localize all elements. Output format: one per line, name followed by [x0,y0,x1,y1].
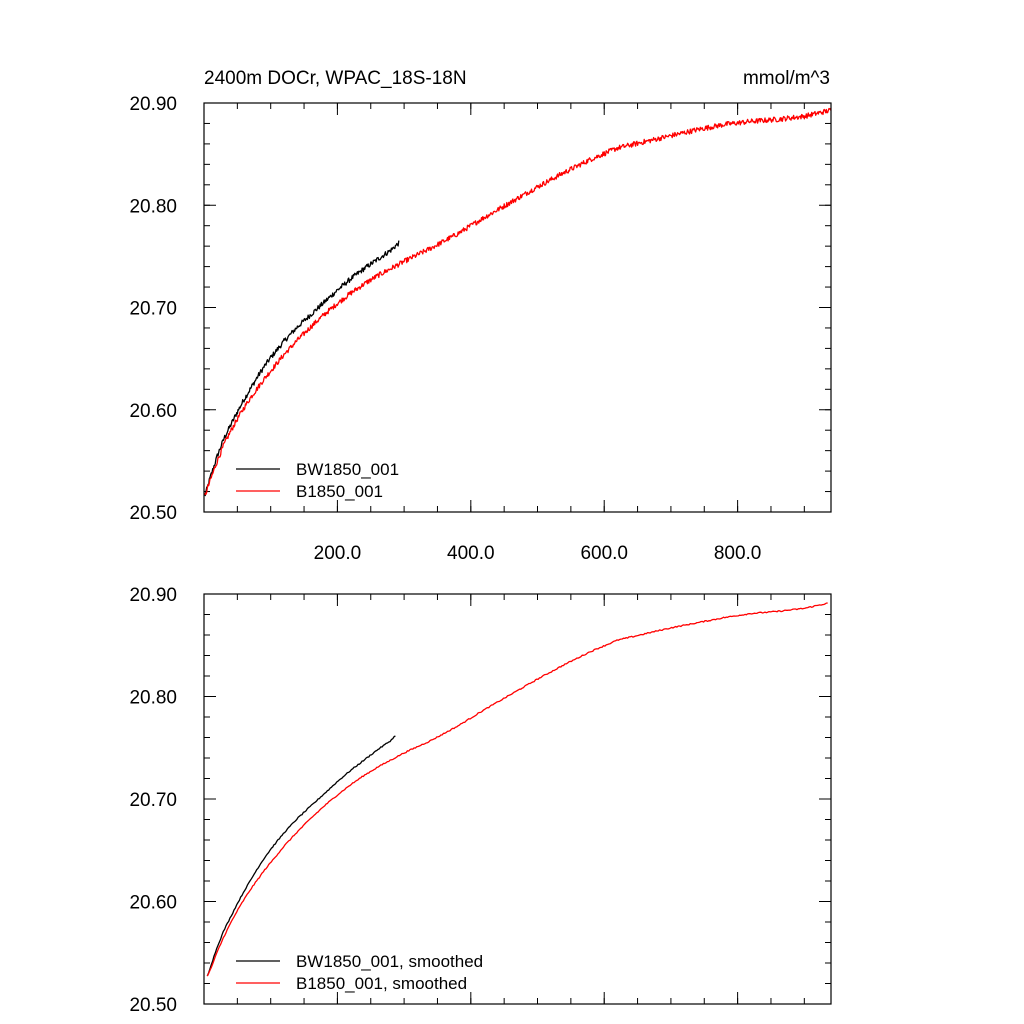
x-ticks-top: 200.0 400.0 600.0 800.0 [236,103,805,564]
y-tick-label: 20.50 [129,503,177,524]
legend-label-b1850: B1850_001 [296,482,383,501]
legend-label-bw1850-smoothed: BW1850_001, smoothed [296,952,483,971]
legend-label-bw1850: BW1850_001 [296,460,399,479]
plot-frame-bottom [203,593,832,1005]
series-line-b1850-001-smoothed [206,602,828,977]
x-tick-label: 400.0 [447,543,495,564]
legend-bottom: BW1850_001, smoothed B1850_001, smoothed [236,952,483,993]
y-ticks-bottom: 20.50 20.60 20.70 20.80 20.90 [129,585,831,1016]
y-tick-label: 20.80 [129,196,177,217]
legend-top: BW1850_001 B1850_001 [236,460,399,501]
x-tick-label: 600.0 [580,543,628,564]
series-top [204,107,832,497]
plot-frame-top [203,102,832,513]
x-ticks-bottom [236,594,805,1004]
legend-label-b1850-smoothed: B1850_001, smoothed [296,974,467,993]
chart-title: 2400m DOCr, WPAC_18S-18N [204,68,467,89]
y-tick-label: 20.90 [129,585,177,606]
y-tick-label: 20.60 [129,893,177,914]
x-tick-label: 800.0 [714,543,762,564]
series-bottom [206,602,828,977]
series-line-bw1850-001-smoothed [206,735,396,977]
y-tick-label: 20.70 [129,299,177,320]
series-line-b1850-001 [204,107,832,496]
series-line-bw1850-001 [204,240,400,497]
y-tick-label: 20.90 [129,94,177,115]
y-ticks-top: 20.50 20.60 20.70 20.80 20.90 [129,94,831,524]
y-tick-label: 20.80 [129,688,177,709]
panel-top: 2400m DOCr, WPAC_18S-18N mmol/m^3 20.502… [129,68,832,564]
units-label: mmol/m^3 [743,68,830,89]
panel-bottom: 20.50 20.60 20.70 20.80 20.90 BW1850_001, sm… [129,585,832,1016]
x-tick-label: 200.0 [314,543,362,564]
y-tick-label: 20.50 [129,995,177,1016]
y-tick-label: 20.70 [129,790,177,811]
y-tick-label: 20.60 [129,401,177,422]
